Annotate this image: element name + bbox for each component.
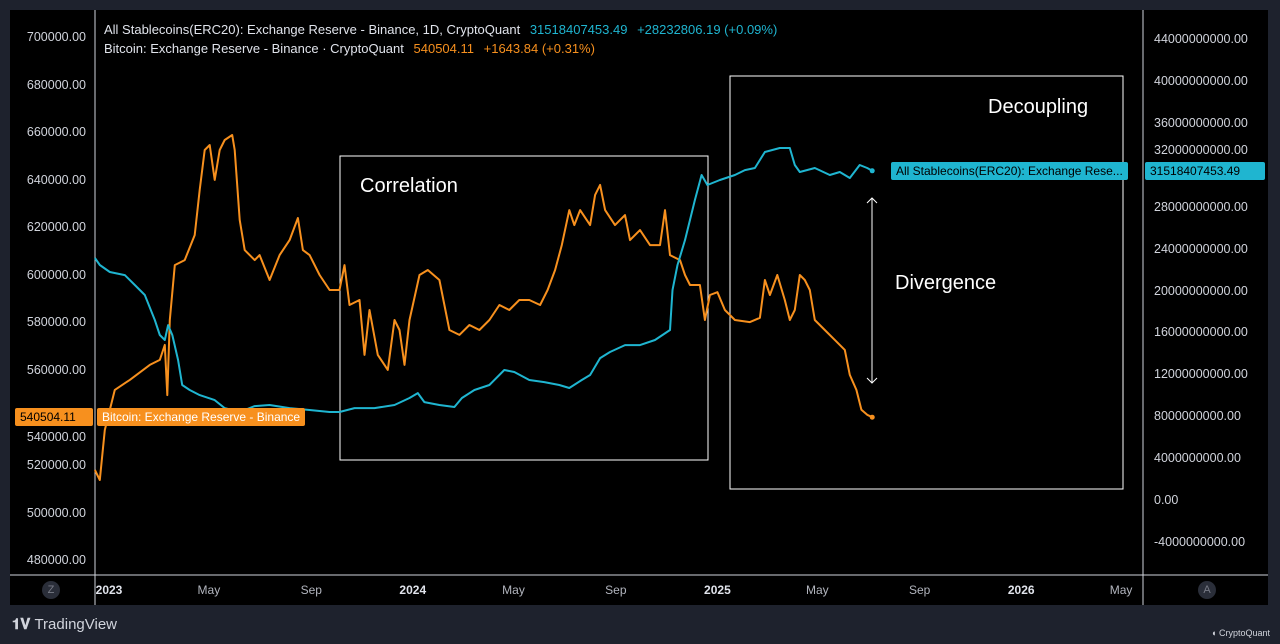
time-axis-tick-label: 2026 [1007,583,1035,597]
right-axis-tick-label: -4000000000.00 [1154,535,1246,550]
time-axis-tick-label: May [805,583,829,597]
right-axis-tick-label: 40000000000.00 [1154,73,1248,88]
left-axis-tick-label: 680000.00 [26,77,86,92]
annotation-correlation[interactable]: Correlation [360,175,458,197]
right-axis-tick-label: 44000000000.00 [1154,32,1248,46]
time-axis-tick-label: Sep [908,583,931,597]
legend-stable-title: All Stablecoins(ERC20): Exchange Reserve… [104,22,521,37]
legend-btc-change: +1643.84 (+0.31%) [483,41,595,56]
legend-stable-change: +28232806.19 (+0.09%) [637,22,778,37]
right-axis-tick-label: 4000000000.00 [1154,451,1241,466]
time-axis-tick-label: May [1109,583,1133,597]
right-axis-tick-label: 8000000000.00 [1154,409,1241,424]
left-axis-tick-label: 520000.00 [26,457,86,472]
annotation-divergence[interactable]: Divergence [895,272,997,294]
btc-price-tag: 540504.11 [15,408,93,426]
right-axis-tick-label: 36000000000.00 [1154,115,1248,130]
left-axis-tick-label: 660000.00 [26,125,86,140]
btc-last-point [869,414,875,420]
left-axis-tick-label: 620000.00 [26,220,86,235]
time-axis-tick-label: May [197,583,221,597]
left-axis-tick-label: 600000.00 [26,267,86,282]
legend-stable-value: 31518407453.49 [529,22,628,37]
tradingview-icon: 𝟏𝐕 [12,616,35,633]
left-axis-tick-label: 560000.00 [26,362,86,377]
left-axis-tick-label: 580000.00 [26,315,86,330]
stablecoin-last-point [869,168,875,174]
btc-reserve-line [94,134,873,481]
right-axis-tick-label: 28000000000.00 [1154,199,1248,214]
stable-series-label: All Stablecoins(ERC20): Exchange Rese... [891,162,1128,180]
stablecoin-reserve-line [94,147,873,413]
annotation-decoupling[interactable]: Decoupling [988,96,1089,118]
correlation-box [339,155,709,461]
legend-stablecoins: All Stablecoins(ERC20): Exchange Reserve… [104,22,783,37]
left-axis-tick-label: 700000.00 [26,30,86,44]
decoupling-box [729,75,1124,490]
right-axis-tick-label: 16000000000.00 [1154,325,1248,340]
tradingview-logo[interactable]: 𝟏𝐕 TradingView [12,616,117,633]
time-axis-tick-label: Sep [605,583,627,597]
right-axis-tick-label: 0.00 [1154,493,1179,508]
legend-btc-value: 540504.11 [413,41,475,56]
right-axis-tick-label: 24000000000.00 [1154,241,1248,256]
left-axis-tick-label: 500000.00 [26,505,86,520]
stable-price-tag: 31518407453.49 [1145,162,1265,180]
chart-frame [10,10,1268,605]
time-axis-tick-label: 2023 [95,583,123,597]
btc-series-label: Bitcoin: Exchange Reserve - Binance [97,408,306,426]
right-axis-tick-label: 20000000000.00 [1154,283,1248,298]
legend-bitcoin: Bitcoin: Exchange Reserve - Binance · Cr… [104,41,601,56]
right-axis-tick-label: 12000000000.00 [1154,367,1248,382]
right-axis-tick-label: 32000000000.00 [1154,143,1248,157]
time-axis-tick-label: 2025 [704,583,731,597]
left-axis-button[interactable]: Z [42,581,60,599]
cryptoquant-logo: ◖ CryptoQuant [1211,628,1270,638]
divergence-arrow [866,197,878,384]
time-axis-tick-label: May [502,583,525,597]
time-axis-tick-label: 2024 [399,583,427,597]
left-axis-tick-label: 480000.00 [26,553,86,568]
right-axis-auto-button[interactable]: A [1198,581,1216,599]
left-axis-tick-label: 640000.00 [26,172,86,187]
left-axis-tick-label: 540000.00 [26,430,86,444]
legend-btc-title: Bitcoin: Exchange Reserve - Binance · Cr… [104,41,404,56]
time-axis-tick-label: Sep [300,583,322,597]
